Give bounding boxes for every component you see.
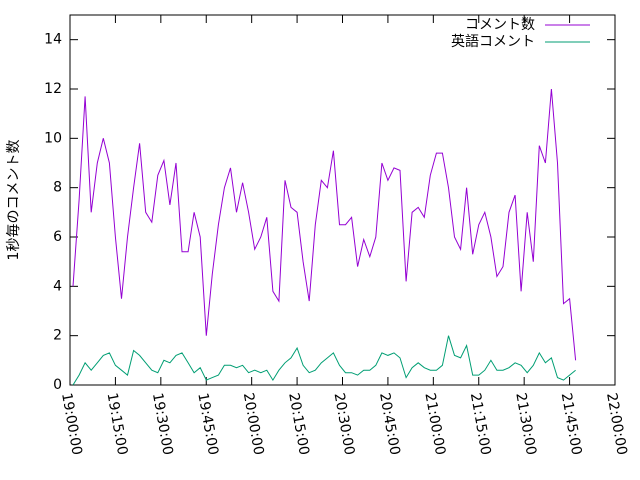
- x-tick-label: 19:15:00: [104, 392, 131, 457]
- plot-border: [69, 14, 616, 386]
- series-line: [72, 88, 577, 361]
- y-tick-label: 0: [53, 377, 62, 393]
- y-tick-label: 4: [53, 278, 62, 294]
- x-tick-label: 20:45:00: [376, 392, 403, 457]
- y-tick-label: 8: [53, 180, 62, 196]
- x-tick-label: 21:30:00: [512, 392, 539, 457]
- x-tick-label: 20:30:00: [331, 392, 358, 457]
- y-axis-label: 1秒毎のコメント数: [6, 140, 22, 261]
- x-tick-label: 19:00:00: [58, 392, 85, 457]
- x-tick-label: 21:45:00: [558, 392, 585, 457]
- series-line: [72, 335, 576, 386]
- legend-label: コメント数: [465, 17, 535, 33]
- y-tick-label: 12: [44, 81, 62, 97]
- y-tick-label: 6: [53, 229, 62, 245]
- x-tick-label: 21:00:00: [421, 392, 448, 457]
- x-tick-label: 20:15:00: [285, 392, 312, 457]
- x-tick-label: 19:45:00: [194, 392, 221, 457]
- x-tick-label: 21:15:00: [467, 392, 494, 457]
- x-tick-label: 20:00:00: [240, 392, 267, 457]
- x-tick-label: 19:30:00: [149, 392, 176, 457]
- y-tick-label: 14: [44, 32, 62, 48]
- y-tick-label: 10: [44, 130, 62, 146]
- x-tick-label: 22:00:00: [603, 392, 630, 457]
- y-tick-label: 2: [53, 328, 62, 344]
- legend-label: 英語コメント: [451, 33, 535, 50]
